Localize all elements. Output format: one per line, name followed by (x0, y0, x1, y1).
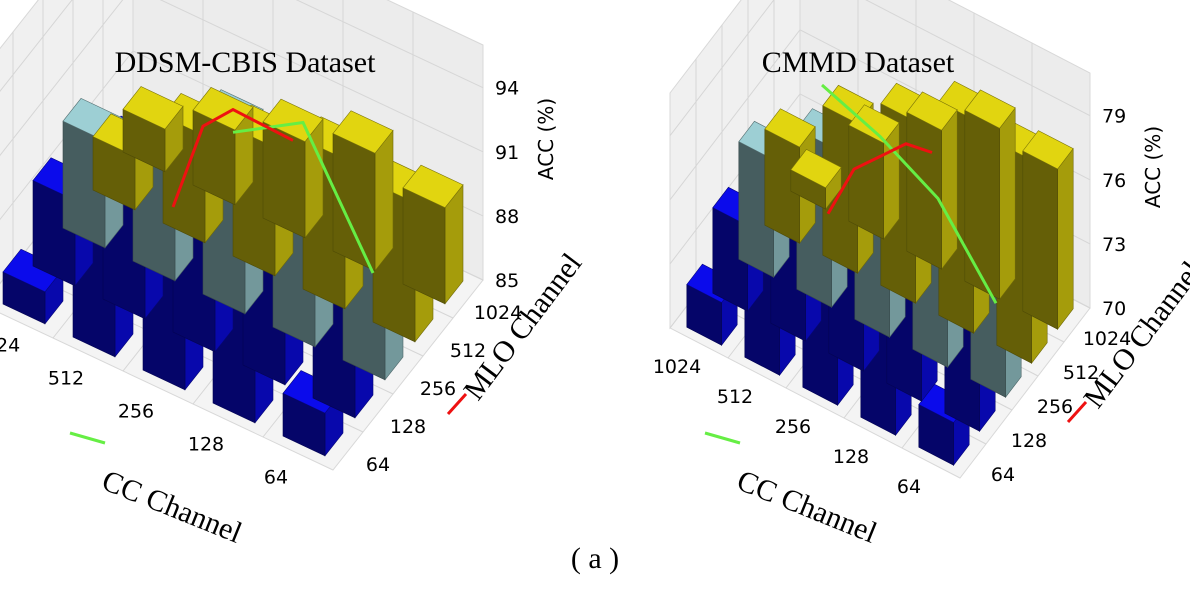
figure-caption: ( a ) (571, 542, 619, 575)
chart-title: CMMD Dataset (762, 46, 955, 79)
mlo-channel-curve (171, 107, 294, 208)
x-tick-label: 64 (264, 467, 288, 489)
y-tick-label: 512 (450, 340, 486, 362)
cc-channel-curve (232, 120, 375, 274)
cc-legend-swatch (704, 431, 741, 445)
y-tick-label: 64 (991, 464, 1015, 486)
y-tick-label: 1024 (1083, 328, 1131, 350)
z-tick-label: 88 (495, 206, 519, 228)
y-tick-label: 512 (1063, 362, 1099, 384)
mlo-channel-curve (826, 142, 933, 215)
bar-cc-256-mlo-1024 (906, 91, 958, 271)
mlo-legend-swatch (446, 392, 468, 416)
z-tick-label: 94 (495, 78, 519, 100)
x-tick-label: 512 (717, 386, 753, 408)
bar-cc-512-mlo-1024 (848, 104, 900, 241)
cc-legend-swatch (69, 431, 106, 445)
z-axis-label: ACC (%) (1141, 126, 1165, 208)
z-tick-label: 76 (1102, 170, 1126, 192)
chart-title: DDSM-CBIS Dataset (115, 46, 376, 79)
z-tick-label: 73 (1102, 234, 1126, 256)
z-tick-label: 70 (1102, 298, 1126, 320)
bar-cc-1024-mlo-64 (2, 248, 64, 325)
bar-cc-64-mlo-1024 (402, 164, 464, 305)
x-tick-label: 256 (118, 401, 154, 423)
z-tick-label: 85 (495, 270, 519, 292)
bars (2, 86, 464, 457)
x-tick-label: 128 (188, 434, 224, 456)
x-tick-label: 256 (775, 416, 811, 438)
chart-panel-cmmd: 64 128 256 512 1024 64 128 256 512 1024 70 73 76 79 AC… (653, 0, 1190, 550)
x-tick-label: 1024 (0, 335, 20, 357)
x-tick-label: 128 (833, 446, 869, 468)
bar-cc-128-mlo-1024 (332, 110, 394, 272)
y-tick-label: 256 (420, 378, 456, 400)
bar-cc-512-mlo-1024 (192, 87, 254, 206)
x-tick-label: 1024 (653, 356, 701, 378)
mlo-legend-swatch (1066, 400, 1088, 424)
bars (686, 80, 1074, 467)
x-tick-label: 64 (897, 476, 921, 498)
cc-channel-curve (821, 83, 998, 304)
bar-cc-256-mlo-1024 (262, 98, 324, 239)
x-tick-label: 512 (48, 368, 84, 390)
y-tick-label: 64 (366, 454, 390, 476)
z-tick-label: 79 (1102, 106, 1126, 128)
bar-cc-128-mlo-1024 (964, 89, 1016, 301)
bar-cc-1024-mlo-1024 (122, 86, 184, 173)
z-tick-label: 91 (495, 142, 519, 164)
y-tick-label: 128 (1011, 430, 1047, 452)
y-tick-label: 1024 (474, 302, 522, 324)
y-tick-label: 128 (390, 416, 426, 438)
bar-cc-1024-mlo-1024 (790, 149, 842, 211)
z-axis-label: ACC (%) (534, 98, 558, 180)
bar-cc-64-mlo-1024 (1022, 130, 1074, 331)
y-tick-label: 256 (1037, 396, 1073, 418)
